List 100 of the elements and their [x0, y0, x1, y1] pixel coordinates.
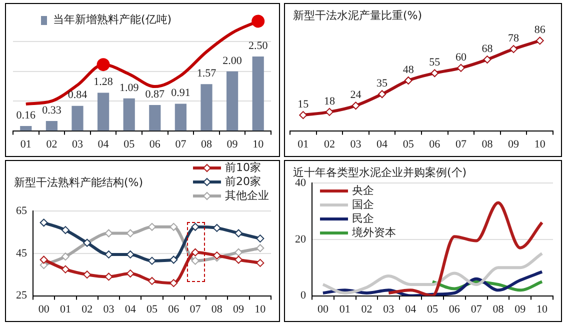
legend-label: 民企	[352, 212, 374, 225]
point	[256, 258, 264, 267]
data-label: 0.16	[16, 109, 36, 122]
data-label: 35	[376, 78, 388, 90]
legend-label: 央企	[352, 184, 374, 197]
x-tick-label: 06	[429, 138, 441, 150]
bar	[149, 104, 161, 131]
x-tick-label: 09	[514, 303, 526, 316]
x-tick-label: 03	[383, 303, 395, 316]
point	[456, 64, 465, 72]
point	[536, 36, 544, 45]
chart-title: 新型干法水泥产量比重(%)	[293, 8, 422, 22]
point	[378, 90, 386, 98]
x-tick-label: 05	[427, 303, 438, 316]
x-tick-label: 05	[146, 303, 158, 316]
x-tick-label: 05	[402, 138, 414, 150]
x-tick-label: 04	[98, 138, 110, 150]
x-tick-label: 07	[470, 303, 482, 316]
point	[61, 226, 70, 234]
bar	[226, 71, 238, 131]
x-tick-label: 06	[168, 303, 180, 316]
x-tick-label: 04	[124, 303, 136, 316]
point	[325, 108, 334, 116]
point	[191, 222, 200, 231]
y-tick-label: 25	[16, 290, 28, 302]
x-tick-label: 09	[233, 303, 245, 316]
x-tick-label: 00	[38, 303, 50, 316]
point	[510, 45, 518, 54]
bar	[72, 106, 84, 131]
x-tick-label: 02	[324, 138, 335, 150]
bar	[46, 121, 58, 131]
legend-label: 前10家	[225, 160, 261, 174]
point	[61, 252, 70, 261]
x-tick-label: 07	[175, 138, 187, 150]
point	[40, 218, 48, 227]
data-label: 55	[429, 56, 441, 69]
data-label: 1.09	[119, 82, 140, 94]
bar	[174, 104, 187, 131]
point	[83, 270, 92, 279]
data-label: 68	[482, 42, 494, 55]
point	[148, 222, 156, 231]
x-tick-label: 03	[72, 138, 84, 150]
point	[148, 256, 156, 265]
data-label: 48	[402, 64, 414, 76]
x-tick-label: 10	[254, 303, 266, 316]
point	[191, 256, 200, 265]
point	[352, 102, 360, 110]
x-tick-label: 02	[46, 138, 58, 150]
bar	[252, 56, 264, 131]
x-tick-label: 00	[317, 303, 329, 316]
bar	[97, 92, 110, 131]
point	[234, 256, 243, 264]
data-label: 0.84	[68, 89, 88, 102]
point	[212, 224, 221, 232]
point	[170, 279, 178, 288]
point	[170, 222, 178, 231]
bar	[200, 84, 212, 131]
point	[234, 248, 243, 256]
data-label: 60	[455, 51, 467, 64]
data-label: 2.00	[222, 54, 242, 67]
bar	[123, 98, 135, 131]
point	[234, 229, 243, 238]
x-tick-label: 08	[492, 303, 504, 316]
x-tick-label: 09	[226, 138, 238, 150]
data-label: 78	[508, 32, 520, 44]
x-tick-label: 06	[149, 138, 161, 150]
legend-label: 国企	[352, 198, 374, 211]
legend-label: 其他企业	[225, 188, 269, 202]
x-tick-label: 08	[211, 303, 223, 316]
point	[40, 256, 48, 264]
line-series	[321, 252, 544, 294]
data-label: 24	[350, 89, 362, 102]
point	[299, 111, 308, 120]
point	[404, 76, 412, 84]
x-tick-label: 10	[534, 138, 546, 150]
x-tick-label: 07	[190, 303, 202, 316]
y-tick-label: 65	[16, 204, 28, 217]
legend-label: 境外资本	[351, 226, 396, 239]
data-label: 2.50	[248, 40, 268, 52]
x-tick-label: 06	[448, 303, 460, 316]
x-tick-label: 01	[60, 303, 71, 316]
point	[430, 69, 439, 78]
data-label: 0.33	[42, 104, 62, 116]
x-tick-label: 08	[482, 138, 494, 150]
x-tick-label: 02	[361, 303, 372, 316]
point	[126, 270, 134, 278]
x-tick-label: 01	[20, 138, 32, 150]
chart-title: 新型干法熟料产能结构(%)	[14, 176, 144, 189]
point	[483, 56, 492, 64]
point	[256, 234, 264, 243]
legend-label: 当年新增熟料产能(亿吨)	[53, 12, 172, 26]
x-tick-label: 04	[376, 138, 388, 150]
x-tick-label: 04	[405, 303, 417, 316]
data-label: 0.91	[171, 87, 190, 100]
point	[148, 276, 156, 285]
y-tick-label: 20	[295, 233, 306, 246]
chart-title: 近十年各类型水泥企业并购案例(个)	[293, 166, 467, 179]
x-tick-label: 10	[536, 303, 548, 316]
point	[61, 265, 70, 274]
x-tick-label: 03	[103, 303, 115, 316]
